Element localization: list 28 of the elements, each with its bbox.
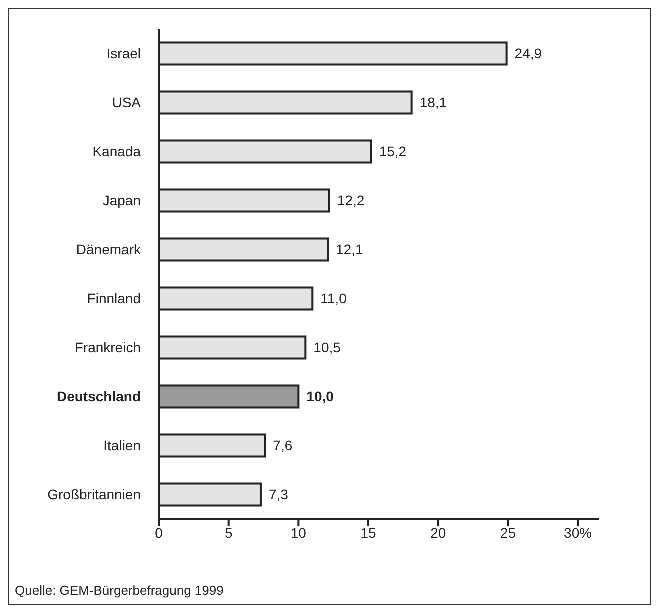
x-tick-label: 10 [290, 524, 307, 541]
data-label: 7,3 [268, 486, 289, 503]
data-label: 10,5 [314, 340, 342, 356]
data-label: 12,1 [336, 242, 364, 258]
y-tick-label: Deutschland [56, 388, 141, 404]
data-label: 24,9 [514, 46, 542, 62]
data-label: 7,6 [273, 438, 293, 454]
y-tick-label: Großbritannien [48, 486, 141, 502]
source-note: Quelle: GEM-Bürgerbefragung 1999 [15, 583, 224, 598]
data-label: 15,2 [379, 144, 407, 160]
data-label: 11,0 [320, 290, 348, 307]
data-label: 12,2 [337, 192, 365, 209]
y-tick-label: USA [112, 94, 142, 110]
data-label: 10,0 [306, 388, 334, 405]
y-tick-label: Italien [104, 438, 141, 454]
x-tick-label: 20 [430, 524, 446, 541]
y-tick-label: Israel [106, 46, 141, 62]
y-tick-label: Kanada [92, 144, 142, 160]
data-label: 18,1 [420, 94, 448, 111]
x-tick-label: 0 [155, 524, 164, 541]
x-tick-label: 30% [564, 524, 592, 541]
y-tick-label: Frankreich [74, 340, 141, 356]
y-tick-label: Finnland [87, 290, 141, 306]
x-tick-label: 25 [500, 524, 516, 541]
y-tick-label: Japan [102, 192, 141, 208]
y-tick-label: Dänemark [76, 242, 142, 258]
x-tick-label: 15 [360, 524, 377, 541]
x-tick-label: 5 [224, 524, 233, 541]
